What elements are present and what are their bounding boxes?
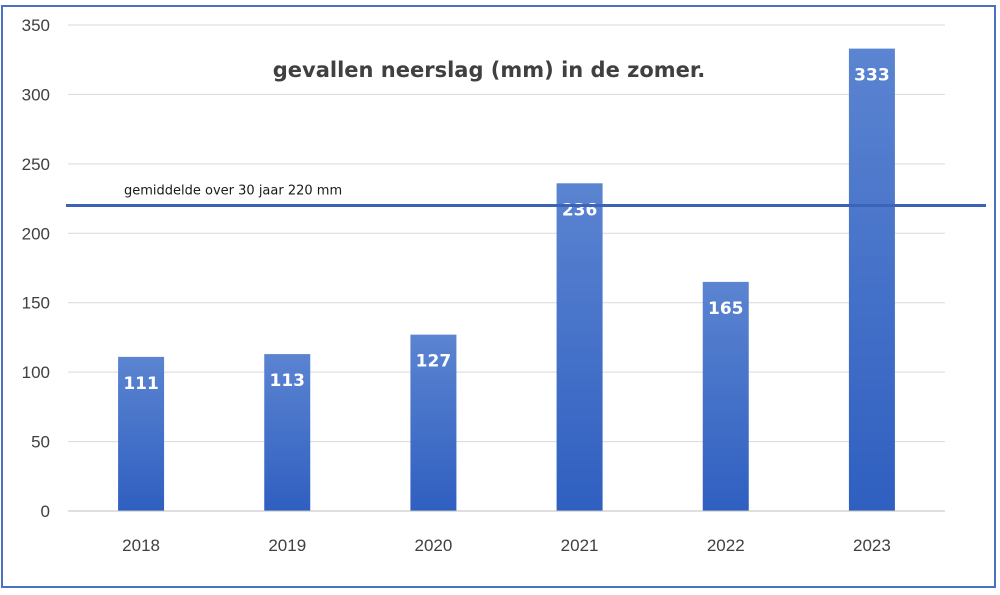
y-tick-label: 100 xyxy=(22,363,50,382)
y-tick-label: 0 xyxy=(41,502,50,521)
data-label-2020: 127 xyxy=(416,352,452,372)
bars: 111 113 127 236 165 333 xyxy=(118,48,895,511)
data-label-2021: 236 xyxy=(562,200,598,220)
x-tick-label: 2018 xyxy=(122,536,160,555)
y-tick-label: 250 xyxy=(22,155,50,174)
gridlines xyxy=(68,24,945,512)
y-tick-label: 350 xyxy=(22,16,50,35)
reference-line-label: gemiddelde over 30 jaar 220 mm xyxy=(124,184,342,199)
y-axis: 0 50 100 150 200 250 300 350 xyxy=(22,16,50,521)
y-tick-label: 300 xyxy=(22,85,50,104)
bar-2018 xyxy=(118,356,165,511)
data-label-2018: 111 xyxy=(123,374,159,394)
y-tick-label: 50 xyxy=(31,433,50,452)
x-tick-label: 2019 xyxy=(268,536,306,555)
y-tick-label: 150 xyxy=(22,294,50,313)
bar-2021 xyxy=(556,183,603,511)
x-axis: 2018 2019 2020 2021 2022 2023 xyxy=(68,510,945,555)
bar-2023 xyxy=(848,48,895,511)
bar-2022 xyxy=(702,281,749,511)
x-tick-label: 2020 xyxy=(415,536,453,555)
chart-title: gevallen neerslag (mm) in de zomer. xyxy=(273,58,705,82)
chart-frame xyxy=(1,5,996,588)
x-tick-label: 2023 xyxy=(853,536,891,555)
bar-2019 xyxy=(264,354,311,511)
x-tick-label: 2022 xyxy=(707,536,745,555)
data-label-2023: 333 xyxy=(854,66,890,86)
bar-2020 xyxy=(410,334,457,511)
data-label-2019: 113 xyxy=(270,371,306,391)
reference-line-group: gemiddelde over 30 jaar 220 mm xyxy=(66,184,986,208)
x-tick-label: 2021 xyxy=(561,536,599,555)
data-label-2022: 165 xyxy=(708,299,744,319)
y-tick-label: 200 xyxy=(22,224,50,243)
